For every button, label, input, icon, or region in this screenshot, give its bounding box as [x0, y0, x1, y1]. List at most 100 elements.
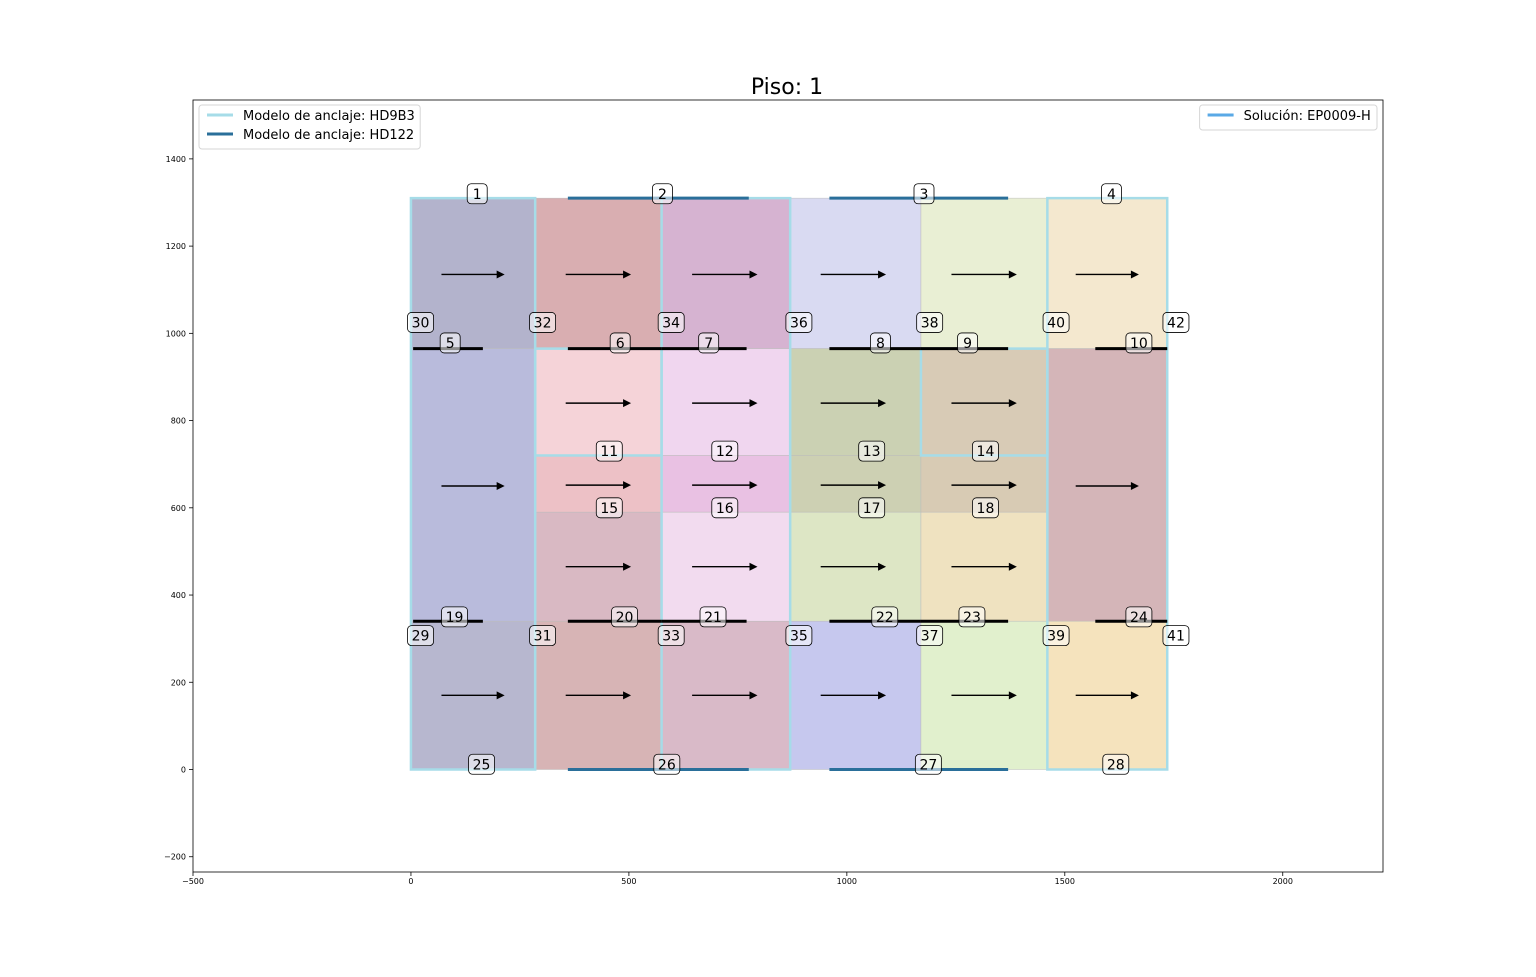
- arrow-head: [1008, 481, 1017, 490]
- panel-8: [534, 348, 662, 456]
- label-text: 40: [1047, 315, 1065, 331]
- legend-label: Solución: EP0009-H: [1244, 109, 1371, 124]
- label-box: [916, 625, 944, 647]
- label-box: [957, 332, 978, 354]
- arrow-head: [878, 691, 887, 700]
- arrow-head: [623, 562, 632, 571]
- label-box: [1162, 312, 1190, 333]
- label-box: [698, 332, 720, 354]
- y-tick-label: 800: [171, 417, 186, 426]
- y-tick-label: 600: [171, 504, 186, 513]
- arrow-head: [496, 270, 505, 279]
- arrow-2: [565, 270, 632, 279]
- label-20: 20: [611, 606, 638, 628]
- arrow-17: [565, 562, 632, 571]
- arrow-3: [692, 270, 758, 279]
- x-tick-label: 0: [408, 877, 413, 886]
- label-22: 22: [871, 606, 899, 628]
- arrow-head: [878, 562, 887, 571]
- label-text: 23: [963, 610, 981, 626]
- label-text: 22: [876, 610, 894, 626]
- label-box: [858, 497, 886, 519]
- label-42: 42: [1162, 312, 1190, 333]
- axis-ticks: −500 0 500 1000 1500 2000 −200 0 200 400 600 800 100…: [164, 155, 1293, 886]
- panel-15: [789, 455, 922, 513]
- arrow-18: [692, 562, 758, 571]
- panel-11: [920, 348, 1048, 456]
- x-tick-label: 500: [621, 877, 636, 886]
- label-text: 5: [446, 336, 455, 352]
- label-box: [699, 606, 727, 628]
- label-21: 21: [699, 606, 727, 628]
- legend-solution: Solución: EP0009-H: [1199, 104, 1378, 131]
- label-35: 35: [785, 625, 813, 647]
- arrow-7: [565, 399, 632, 408]
- label-box: [1042, 312, 1070, 333]
- panel-9: [661, 348, 791, 456]
- label-box: [916, 312, 944, 333]
- x-tick-label: 1500: [1055, 877, 1075, 886]
- arrow-25: [951, 691, 1017, 700]
- x-tick-label: 1000: [837, 877, 857, 886]
- panel-12: [1047, 348, 1168, 622]
- arrow-19: [820, 562, 887, 571]
- arrow-head: [749, 399, 758, 408]
- arrow-11: [441, 482, 505, 490]
- label-text: 7: [704, 336, 713, 352]
- label-text: 33: [662, 629, 680, 645]
- label-text: 19: [446, 610, 464, 626]
- label-10: 10: [1125, 332, 1153, 354]
- arrow-head: [623, 270, 632, 279]
- label-14: 14: [972, 440, 999, 462]
- axes-frame: [192, 99, 1384, 873]
- arrow-head: [1130, 270, 1139, 279]
- label-text: 34: [662, 315, 680, 331]
- label-24: 24: [1125, 606, 1153, 628]
- label-text: 4: [1107, 187, 1116, 203]
- label-text: 8: [876, 336, 885, 352]
- label-box: [466, 183, 488, 205]
- label-34: 34: [657, 312, 685, 333]
- label-box: [1042, 625, 1070, 647]
- label-box: [1102, 753, 1130, 775]
- arrow-23: [692, 691, 758, 700]
- y-tick-label: 1000: [166, 329, 186, 338]
- label-18: 18: [972, 497, 999, 519]
- arrow-head: [1008, 562, 1017, 571]
- arrow-head: [1008, 399, 1017, 408]
- label-box: [657, 312, 685, 333]
- label-text: 39: [1047, 629, 1065, 645]
- label-box: [858, 440, 886, 462]
- label-box: [595, 497, 623, 519]
- label-text: 6: [616, 336, 625, 352]
- legend-frame: [198, 104, 421, 150]
- label-box: [914, 753, 942, 775]
- label-box: [785, 625, 813, 647]
- y-tick-label: 1200: [166, 242, 186, 251]
- arrow-4: [820, 270, 887, 279]
- panel-10: [789, 348, 922, 456]
- label-text: 37: [921, 629, 939, 645]
- arrow-head: [1008, 691, 1017, 700]
- label-box: [1101, 183, 1122, 205]
- arrow-head: [496, 691, 505, 700]
- label-16: 16: [711, 497, 739, 519]
- arrow-head: [749, 562, 758, 571]
- label-box: [611, 606, 638, 628]
- arrow-head: [623, 691, 632, 700]
- label-text: 2: [658, 187, 667, 203]
- label-text: 30: [412, 315, 430, 331]
- label-box: [653, 753, 681, 775]
- label-box: [1125, 332, 1153, 354]
- y-tick-label: 200: [171, 678, 186, 687]
- label-text: 11: [600, 444, 618, 460]
- label-box: [1162, 625, 1190, 647]
- label-box: [870, 332, 891, 354]
- legend-label: Modelo de anclaje: HD122: [243, 128, 414, 143]
- arrow-15: [951, 481, 1017, 490]
- label-text: 35: [790, 629, 808, 645]
- label-box: [441, 606, 468, 628]
- y-tick-label: 400: [171, 591, 186, 600]
